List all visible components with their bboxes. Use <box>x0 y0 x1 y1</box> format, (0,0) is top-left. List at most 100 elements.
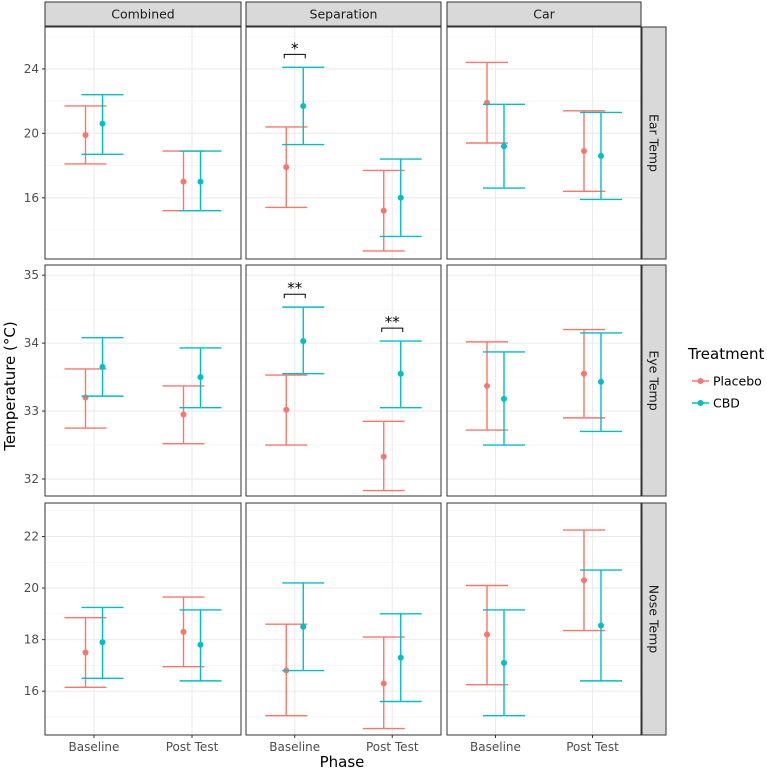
strip-background <box>446 1 642 27</box>
errorbar-cbd-baseline <box>81 93 124 155</box>
errorbar-placebo-baseline <box>265 126 308 209</box>
panel-combined-ear-temp <box>44 26 242 260</box>
errorbar-cbd-baseline <box>282 306 325 375</box>
mean-point <box>484 631 490 638</box>
mean-point <box>598 378 604 385</box>
mean-point <box>581 148 587 155</box>
mean-point <box>197 374 204 381</box>
legend-entry-placebo: Placebo <box>692 374 762 389</box>
y-tick-label: 33 <box>24 404 39 418</box>
significance-annotation: ** <box>381 313 404 333</box>
mean-point <box>380 453 387 460</box>
mean-point <box>180 628 187 635</box>
panel-background <box>246 27 441 259</box>
mean-point <box>197 641 204 648</box>
significance-bracket <box>283 293 306 299</box>
mean-point <box>99 120 106 127</box>
significance-annotation: ** <box>283 279 306 299</box>
mean-point <box>397 654 404 661</box>
legend-label: CBD <box>713 396 740 411</box>
errorbar-placebo-post-test <box>563 328 605 419</box>
legend-entry-cbd: CBD <box>692 396 740 411</box>
mean-point <box>283 406 290 413</box>
y-tick-label: 18 <box>24 633 39 647</box>
column-strip-label: Combined <box>111 7 175 22</box>
y-tick-label: 32 <box>24 472 39 486</box>
strip-background <box>641 502 667 736</box>
errorbar-placebo-post-test <box>362 169 405 252</box>
y-axis-title: Temperature (°C) <box>1 321 19 451</box>
mean-point <box>581 370 587 377</box>
mean-point <box>501 395 507 402</box>
errorbar-placebo-post-test <box>162 596 205 668</box>
errorbar-placebo-baseline <box>64 617 107 689</box>
panel-combined-eye-temp <box>44 264 242 497</box>
errorbar-cbd-baseline <box>483 103 525 189</box>
mean-point <box>300 338 307 345</box>
errorbar-placebo-post-test <box>162 385 205 445</box>
errorbar-cbd-post-test <box>179 347 222 409</box>
x-axis-title: Phase <box>320 753 365 770</box>
strip-background <box>641 26 667 260</box>
significance-bracket <box>381 327 404 333</box>
y-tick-label: 35 <box>24 268 39 282</box>
x-tick-label: Baseline <box>470 740 521 754</box>
ticks-layer: 16 20 24 32 33 34 35 16 18 20 22 Baseline Post Test B… <box>24 62 619 754</box>
mean-point <box>180 411 187 418</box>
errorbar-placebo-baseline <box>466 341 508 431</box>
mean-point <box>283 164 290 171</box>
panel-background <box>45 503 241 735</box>
y-tick-label: 22 <box>24 530 39 544</box>
significance-label: * <box>291 39 299 57</box>
errorbar-placebo-baseline <box>466 584 508 686</box>
panel-border <box>44 502 242 736</box>
legend-key-point <box>697 378 704 384</box>
errorbar-placebo-baseline <box>466 61 508 144</box>
errorbar-cbd-post-test <box>179 609 222 682</box>
significance-bracket <box>283 53 306 59</box>
row-strip-label: Ear Temp <box>647 114 662 172</box>
panel-border <box>245 26 442 260</box>
panel-border <box>446 502 642 736</box>
panel-background <box>246 265 441 496</box>
significance-label: ** <box>287 279 303 297</box>
errorbar-cbd-post-test <box>580 111 622 201</box>
errorbar-cbd-post-test <box>379 158 422 238</box>
panel-border <box>446 26 642 260</box>
errorbar-placebo-baseline <box>265 374 308 446</box>
errorbar-placebo-post-test <box>362 636 405 730</box>
significance-annotation: * <box>283 39 306 59</box>
panel-border <box>446 264 642 497</box>
errorbar-cbd-post-test <box>580 332 622 433</box>
mean-point <box>501 143 507 150</box>
strip-background <box>44 1 242 27</box>
x-tick-label: Post Test <box>566 740 619 754</box>
significance-label: ** <box>385 313 401 331</box>
mean-point <box>99 363 106 370</box>
y-tick-label: 16 <box>24 684 39 698</box>
mean-point <box>380 680 387 687</box>
legend-label: Placebo <box>713 374 762 389</box>
mean-point <box>82 649 89 656</box>
panels-layer: ***** <box>44 26 642 736</box>
errorbar-placebo-post-test <box>362 420 405 492</box>
panel-border <box>245 502 442 736</box>
row-strip-ear-temp: Ear Temp <box>641 26 667 260</box>
mean-point <box>380 207 387 214</box>
strips-layer: Combined Separation Car Ear Temp Eye Temp Nos… <box>44 1 667 736</box>
y-tick-label: 34 <box>24 336 39 350</box>
panel-combined-nose-temp <box>44 502 242 736</box>
panel-car-ear-temp <box>446 26 642 260</box>
errorbar-cbd-post-test <box>379 340 422 409</box>
panel-border <box>245 264 442 497</box>
column-strip-label: Car <box>533 7 555 22</box>
x-tick-label: Post Test <box>166 740 219 754</box>
mean-point <box>598 152 604 159</box>
y-tick-label: 20 <box>24 126 39 140</box>
panel-border <box>44 264 242 497</box>
panel-background <box>45 27 241 259</box>
legend-entries: Placebo CBD <box>692 374 762 411</box>
mean-point <box>300 623 307 630</box>
errorbar-cbd-post-test <box>379 613 422 703</box>
panel-separation-nose-temp <box>245 502 442 736</box>
